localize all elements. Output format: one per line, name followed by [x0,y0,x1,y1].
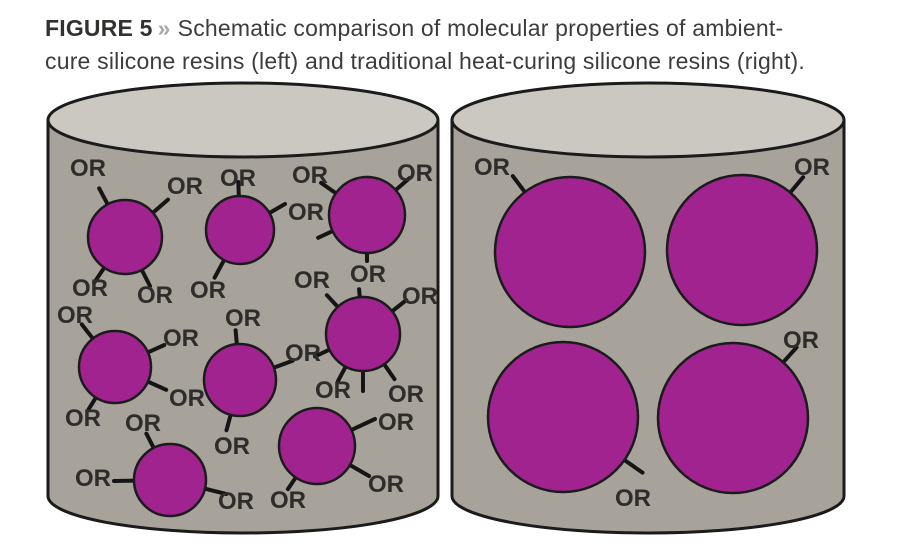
or-group-label: OR [220,165,256,192]
bond-stick [265,202,287,216]
bond-stick [388,298,409,315]
bond-stick [201,486,229,496]
or-group-label: OR [368,471,404,498]
or-group-label: OR [169,385,205,412]
bond-stick [79,322,97,343]
molecule-circle [486,340,640,494]
bond-stick [149,197,170,216]
molecule-circle [324,295,402,373]
or-group-label: OR [794,154,830,181]
or-group-label: OR [167,173,203,200]
or-group-label: OR [402,283,438,310]
or-group-label: OR [57,302,93,329]
or-group-label: OR [378,409,414,436]
or-group-label: OR [137,282,173,309]
bond-stick [97,186,111,209]
or-group-label: OR [388,381,424,408]
molecule-circle [204,194,276,266]
bond-stick [346,462,371,478]
caption-text-line1: Schematic comparison of molecular proper… [177,15,784,41]
or-group-label: OR [190,277,226,304]
molecule-circle [132,442,208,518]
or-group-label: OR [397,160,433,187]
or-group-label: OR [125,410,161,437]
bond-stick [392,176,412,194]
or-group-label: OR [225,305,261,332]
bond-stick [212,256,227,280]
molecule-circle [665,173,819,327]
or-group-label: OR [292,162,328,189]
molecule-circle [493,175,647,329]
or-group-label: OR [65,405,101,432]
or-group-label: OR [163,325,199,352]
molecule-circle [277,406,357,486]
figure-caption: FIGURE 5» Schematic comparison of molecul… [45,12,890,78]
bond-stick [347,417,377,433]
bond-stick [510,174,529,196]
or-group-label: OR [783,327,819,354]
bond-stick [144,343,167,356]
or-group-label: OR [75,465,111,492]
bond-stick [381,360,397,382]
or-group-label: OR [285,340,321,367]
caption-separator-icon: » [157,15,171,41]
or-group-label: OR [474,154,510,181]
or-group-label: OR [288,199,324,226]
or-group-label: OR [70,155,106,182]
bond-stick [319,180,340,197]
or-group-label: OR [218,488,254,515]
ambient-cure-beaker-rim [46,81,440,159]
or-group-label: OR [270,487,306,514]
molecule-circle [656,341,810,495]
caption-text-line2: cure silicone resins (left) and traditio… [45,48,805,74]
or-group-label: OR [315,377,351,404]
bond-stick [620,456,645,475]
bond-stick [786,175,806,197]
bond-stick [779,345,799,366]
molecule-circle [86,198,164,276]
bond-stick [92,264,108,285]
or-group-label: OR [214,433,250,460]
bond-stick [138,266,152,288]
or-group-label: OR [294,267,330,294]
bond-stick [269,358,295,371]
molecule-circle [202,342,278,418]
bond-stick [144,378,169,392]
or-group-label: OR [350,261,386,288]
or-group-label: OR [72,275,108,302]
molecule-circle [327,175,407,255]
or-group-label: OR [615,485,651,512]
molecule-circle [77,329,153,405]
heat-curing-beaker-rim [450,81,846,159]
figure-number-label: FIGURE 5 [45,15,153,41]
